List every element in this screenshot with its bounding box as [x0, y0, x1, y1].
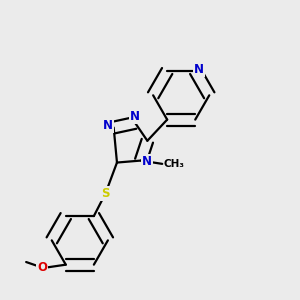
- Text: N: N: [142, 155, 152, 168]
- Text: N: N: [194, 63, 204, 76]
- Text: N: N: [103, 119, 113, 132]
- Text: O: O: [37, 262, 47, 275]
- Text: N: N: [130, 110, 140, 124]
- Text: CH₃: CH₃: [164, 159, 184, 169]
- Text: S: S: [101, 187, 110, 200]
